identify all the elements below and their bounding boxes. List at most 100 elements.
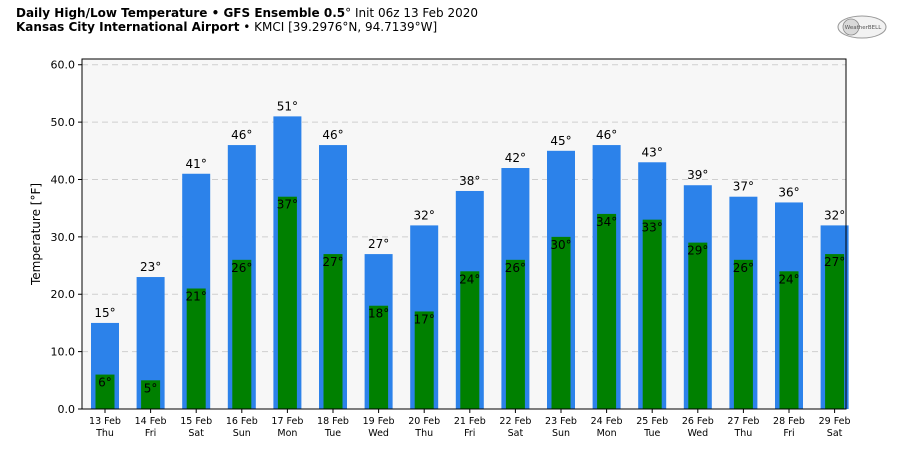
low-bar [505,259,525,409]
y-tick-label: 60.0 [51,59,76,72]
y-tick-label: 50.0 [51,116,76,129]
x-tick-date: 21 Feb [454,416,486,427]
logo-text: WeatherBELL [845,25,882,31]
x-tick-date: 28 Feb [773,416,805,427]
high-value-label: 32° [414,208,435,222]
low-bar [551,236,571,409]
x-tick-date: 20 Feb [408,416,440,427]
y-tick-label: 30.0 [51,231,76,244]
low-value-label: 5° [144,381,158,395]
high-value-label: 38° [459,174,480,188]
x-tick-day: Tue [324,428,341,439]
x-tick-day: Fri [464,428,475,439]
x-tick-day: Wed [368,428,389,439]
x-tick-date: 13 Feb [89,416,121,427]
x-tick-date: 24 Feb [591,416,623,427]
high-value-label: 39° [687,168,708,182]
y-tick-label: 10.0 [51,346,76,359]
x-tick-day: Sun [233,428,251,439]
x-tick-date: 22 Feb [499,416,531,427]
low-bar [597,213,617,409]
high-value-label: 32° [824,208,845,222]
x-tick-date: 17 Feb [271,416,303,427]
low-value-label: 24° [778,272,799,286]
low-value-label: 24° [459,272,480,286]
x-tick-day: Thu [95,428,114,439]
high-value-label: 51° [277,99,298,113]
low-bar [414,311,434,409]
low-bar [688,242,708,409]
high-value-label: 23° [140,260,161,274]
x-tick-day: Thu [733,428,752,439]
chart-header: Daily High/Low Temperature • GFS Ensembl… [16,6,478,34]
high-value-label: 27° [368,237,389,251]
low-bar [277,196,297,409]
high-value-label: 46° [596,128,617,142]
low-value-label: 26° [505,261,526,275]
low-value-label: 6° [98,376,112,390]
x-tick-day: Sat [827,428,843,439]
low-bar [95,374,115,409]
x-tick-date: 19 Feb [363,416,395,427]
x-tick-day: Wed [687,428,708,439]
low-bar [323,254,343,409]
low-bar [779,271,799,409]
low-value-label: 34° [596,215,617,229]
data-labels: 15° 6° 23° 5° 41° 21° 46° 26° 51° 37° 46° 27° 27° 18°… [94,99,845,395]
low-value-label: 37° [277,198,298,212]
high-value-label: 46° [322,128,343,142]
x-tick-date: 16 Feb [226,416,258,427]
x-tick-date: 23 Feb [545,416,577,427]
y-axis-label: Temperature [°F] [29,183,43,286]
x-tick-day: Mon [277,428,297,439]
x-tick-day: Mon [597,428,617,439]
x-tick-date: 15 Feb [180,416,212,427]
low-value-label: 18° [368,307,389,321]
x-tick-date: 29 Feb [819,416,851,427]
high-value-label: 42° [505,151,526,165]
x-tick-day: Fri [783,428,794,439]
low-bar [141,380,161,409]
x-tick-day: Thu [414,428,433,439]
x-tick-day: Sat [188,428,204,439]
x-tick-day: Sun [552,428,570,439]
x-tick-day: Tue [643,428,660,439]
y-tick-label: 20.0 [51,288,76,301]
y-tick-label: 0.0 [58,403,76,416]
low-value-label: 26° [733,261,754,275]
x-tick-date: 26 Feb [682,416,714,427]
chart-subtitle: Kansas City International Airport • KMCI… [16,20,438,34]
high-value-label: 36° [778,185,799,199]
high-value-label: 37° [733,180,754,194]
low-bar [232,259,252,409]
high-value-label: 45° [550,134,571,148]
x-tick-day: Sat [508,428,524,439]
x-tick-date: 27 Feb [727,416,759,427]
low-value-label: 26° [231,261,252,275]
low-bar [186,288,206,409]
low-bar [460,271,480,409]
x-tick-date: 14 Feb [135,416,167,427]
low-value-label: 29° [687,244,708,258]
low-value-label: 17° [414,312,435,326]
high-value-label: 43° [642,145,663,159]
x-tick-date: 25 Feb [636,416,668,427]
low-bar [825,254,845,409]
y-tick-label: 40.0 [51,173,76,186]
low-value-label: 21° [186,290,207,304]
low-value-label: 27° [824,255,845,269]
high-value-label: 46° [231,128,252,142]
weatherbell-logo: WeatherBELL [837,15,887,39]
high-value-label: 15° [94,306,115,320]
y-axis: 0.0 10.0 20.0 30.0 40.0 50.0 60.0 [51,59,82,416]
high-value-label: 41° [186,157,207,171]
chart-title: Daily High/Low Temperature • GFS Ensembl… [16,6,479,20]
low-value-label: 30° [550,238,571,252]
plot-frame [81,58,847,410]
low-bar [733,259,753,409]
low-value-label: 27° [322,255,343,269]
low-bars [95,196,845,409]
low-bar [369,305,389,409]
x-tick-day: Fri [145,428,156,439]
